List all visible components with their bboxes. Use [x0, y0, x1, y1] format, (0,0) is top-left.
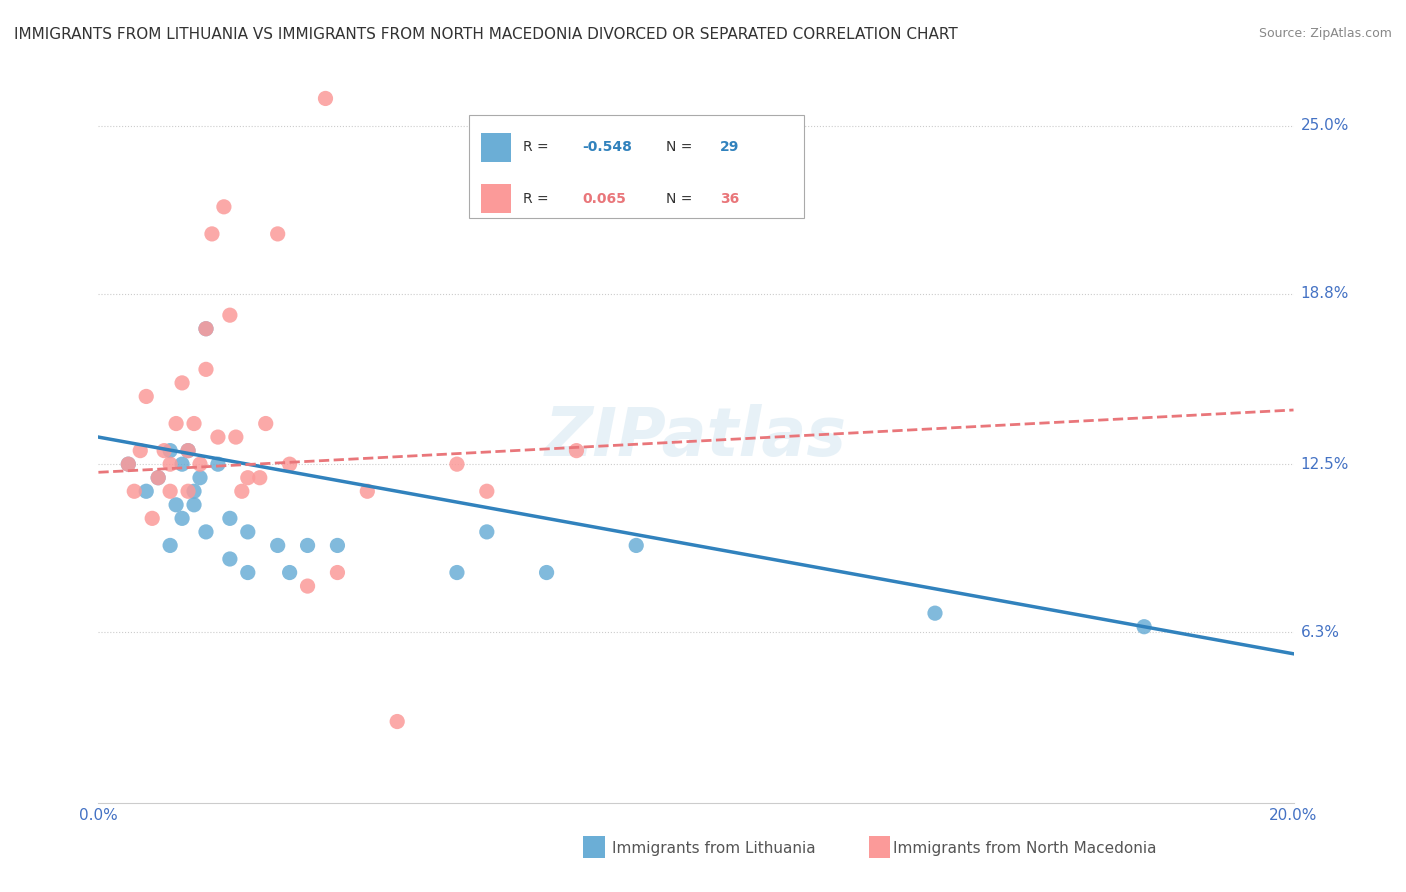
Point: [924, 606, 946, 620]
Point: [148, 471, 170, 485]
Point: [219, 552, 242, 566]
Point: [183, 417, 205, 431]
Text: 36: 36: [720, 192, 740, 206]
Text: R =: R =: [523, 140, 553, 154]
Point: [207, 457, 229, 471]
Point: [254, 417, 277, 431]
Point: [183, 484, 205, 499]
Point: [236, 566, 259, 580]
Point: [231, 484, 253, 499]
Point: [385, 714, 409, 729]
FancyBboxPatch shape: [481, 184, 510, 213]
Point: [356, 484, 378, 499]
Point: [172, 457, 194, 471]
Point: [148, 471, 170, 485]
Point: [326, 538, 349, 552]
Point: [565, 443, 588, 458]
Point: [124, 484, 146, 499]
Text: 29: 29: [720, 140, 740, 154]
Point: [159, 538, 181, 552]
Point: [165, 498, 187, 512]
Point: [183, 498, 205, 512]
Text: 25.0%: 25.0%: [1301, 118, 1348, 133]
Point: [153, 443, 176, 458]
Point: [297, 538, 319, 552]
Point: [536, 566, 558, 580]
Point: [278, 457, 301, 471]
Point: [159, 443, 181, 458]
FancyBboxPatch shape: [481, 133, 510, 162]
Point: [1133, 620, 1156, 634]
Point: [135, 484, 157, 499]
Point: [135, 389, 157, 403]
Point: [278, 566, 301, 580]
Point: [177, 443, 200, 458]
Text: Immigrants from North Macedonia: Immigrants from North Macedonia: [893, 841, 1156, 856]
Text: 6.3%: 6.3%: [1301, 624, 1340, 640]
Point: [117, 457, 139, 471]
Point: [219, 511, 242, 525]
Text: N =: N =: [666, 192, 697, 206]
FancyBboxPatch shape: [470, 115, 804, 218]
Text: Immigrants from Lithuania: Immigrants from Lithuania: [612, 841, 815, 856]
Point: [446, 457, 468, 471]
Point: [236, 471, 259, 485]
Point: [326, 566, 349, 580]
Point: [315, 91, 337, 105]
Point: [195, 322, 218, 336]
Point: [201, 227, 224, 241]
Point: [475, 524, 498, 539]
Point: [626, 538, 648, 552]
Point: [195, 362, 218, 376]
Point: [207, 430, 229, 444]
Text: ZIPatlas: ZIPatlas: [546, 404, 846, 470]
Point: [195, 524, 218, 539]
Point: [177, 484, 200, 499]
Point: [172, 511, 194, 525]
Point: [249, 471, 271, 485]
Point: [195, 322, 218, 336]
Point: [117, 457, 139, 471]
Text: -0.548: -0.548: [582, 140, 633, 154]
Point: [225, 430, 247, 444]
Point: [129, 443, 152, 458]
Point: [177, 443, 200, 458]
Text: N =: N =: [666, 140, 697, 154]
Point: [172, 376, 194, 390]
Point: [141, 511, 163, 525]
Text: IMMIGRANTS FROM LITHUANIA VS IMMIGRANTS FROM NORTH MACEDONIA DIVORCED OR SEPARAT: IMMIGRANTS FROM LITHUANIA VS IMMIGRANTS …: [14, 27, 957, 42]
Text: Source: ZipAtlas.com: Source: ZipAtlas.com: [1258, 27, 1392, 40]
Point: [219, 308, 242, 322]
Point: [236, 524, 259, 539]
Point: [188, 457, 211, 471]
Text: 0.065: 0.065: [582, 192, 626, 206]
Point: [297, 579, 319, 593]
Point: [188, 471, 211, 485]
Text: R =: R =: [523, 192, 553, 206]
Text: 12.5%: 12.5%: [1301, 457, 1348, 472]
Point: [446, 566, 468, 580]
Point: [267, 538, 290, 552]
Point: [212, 200, 235, 214]
Point: [159, 457, 181, 471]
Point: [165, 417, 187, 431]
Text: 18.8%: 18.8%: [1301, 286, 1348, 301]
Point: [159, 484, 181, 499]
Point: [475, 484, 498, 499]
Point: [267, 227, 290, 241]
